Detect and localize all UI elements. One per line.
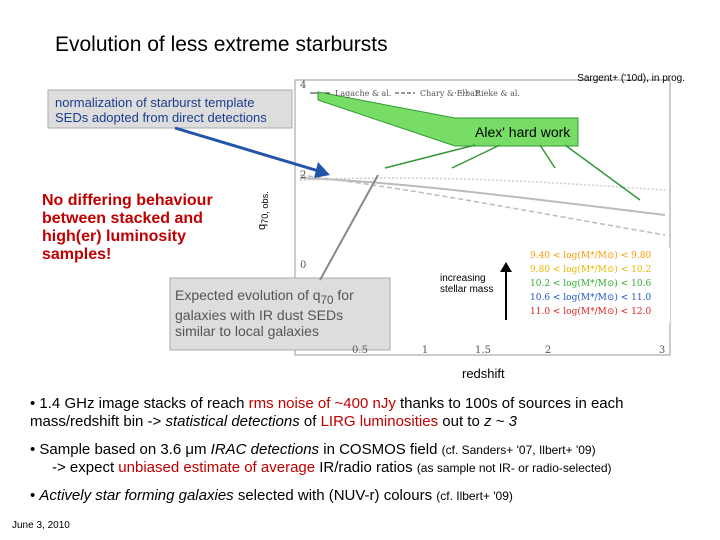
mass-note: increasing stellar mass <box>440 273 494 295</box>
bullet: • Sample based on 3.6 μm IRAC detections… <box>30 441 700 477</box>
text-segment: • 1.4 GHz image stacks of reach <box>30 395 249 412</box>
text-segment: unbiased estimate of average <box>118 459 316 476</box>
credit: Sargent+ ('10d), in prog. <box>577 73 685 84</box>
text-segment: -> expect <box>52 459 119 476</box>
pointer <box>174 126 323 174</box>
mass-legend-box <box>515 248 670 323</box>
text-segment: in COSMOS field <box>319 441 442 458</box>
pointer <box>384 144 476 169</box>
text-segment: (as sample not IR- or radio-selected) <box>416 461 612 475</box>
expected-callout <box>169 277 391 351</box>
text-segment: IRAC detections <box>210 441 320 458</box>
text-segment: of <box>299 413 321 430</box>
text-segment: (cf. Sanders+ '07, Ilbert+ '09) <box>441 443 596 457</box>
x-tick-label: 3 <box>659 345 665 356</box>
mass-bin-label: 10.2 < log(M*/M⊙) < 10.6 <box>530 278 651 289</box>
bullet-line: • 1.4 GHz image stacks of reach rms nois… <box>30 395 700 431</box>
legend-label: Chary & Elbaz <box>420 89 479 98</box>
text-segment: rms noise of ~400 nJy <box>248 395 396 412</box>
text-segment: Expected evolution of q <box>175 287 321 303</box>
pointer <box>564 144 641 201</box>
normalization-text: normalization of starburst template SEDs… <box>55 95 267 125</box>
alex-text: Alex' hard work <box>475 124 571 140</box>
y-axis-label: q70, obs. <box>256 191 270 230</box>
text-segment: 70 <box>320 293 334 307</box>
x-tick-label: 1.5 <box>475 345 491 356</box>
date: June 3, 2010 <box>12 520 70 531</box>
text-segment: • <box>30 487 40 504</box>
no-differing-text: No differing behaviour between stacked a… <box>42 192 213 263</box>
text-segment: LIRG luminosities <box>320 413 439 430</box>
y-tick-label: 0 <box>300 260 306 271</box>
text-segment: z ~ 3 <box>483 413 517 430</box>
pointer <box>319 174 379 281</box>
pointer <box>451 144 501 169</box>
model-curve <box>299 174 666 236</box>
mass-arrow-head <box>500 262 512 272</box>
pointer <box>539 144 556 169</box>
text-segment: Actively star forming galaxies <box>39 487 234 504</box>
text-segment: out to <box>438 413 484 430</box>
x-tick-label: 1 <box>422 345 428 356</box>
bullet-line: • Sample based on 3.6 μm IRAC detections… <box>30 441 700 459</box>
bullet: • Actively star forming galaxies selecte… <box>30 487 700 505</box>
bullet: • 1.4 GHz image stacks of reach rms nois… <box>30 395 700 431</box>
legend-label: Rieke & al. <box>475 89 520 98</box>
legend-label: Lagache & al. <box>335 89 391 98</box>
model-curve <box>299 177 666 191</box>
x-axis-label: redshift <box>462 366 505 381</box>
mass-bin-label: 9.40 < log(M*/M⊙) < 9.80 <box>530 250 651 261</box>
mass-bin-label: 11.0 < log(M*/M⊙) < 12.0 <box>530 306 651 317</box>
text-segment: selected with (NUV-r) colours <box>233 487 437 504</box>
text-segment: (cf. Ilbert+ '09) <box>436 489 513 503</box>
x-tick-label: 0.5 <box>352 345 368 356</box>
pointer-head <box>314 162 330 178</box>
normalization-callout <box>47 89 293 129</box>
text-segment: IR/radio ratios <box>315 459 417 476</box>
mass-bin-label: 9.80 < log(M*/M⊙) < 10.2 <box>530 264 651 275</box>
title: Evolution of less extreme starbursts <box>55 33 388 56</box>
alex-callout <box>317 91 579 147</box>
text-segment: • Sample based on 3.6 μm <box>30 441 211 458</box>
bullet-line: • Actively star forming galaxies selecte… <box>30 487 700 505</box>
text-segment: q <box>256 223 268 230</box>
x-tick-label: 2 <box>545 345 551 356</box>
text-segment: statistical detections <box>165 413 300 430</box>
y-tick-label: 4 <box>300 80 306 91</box>
text-segment: 70, obs. <box>260 191 271 224</box>
mass-bin-label: 10.6 < log(M*/M⊙) < 11.0 <box>530 292 651 303</box>
expected-text: Expected evolution of q70 for galaxies w… <box>175 287 385 339</box>
bullets: • 1.4 GHz image stacks of reach rms nois… <box>30 395 700 515</box>
text-segment: thanks to 100s of sources in each mass/r… <box>30 395 624 430</box>
bullet-line: -> expect unbiased estimate of average I… <box>30 459 700 477</box>
y-tick-label: 2 <box>300 170 306 181</box>
text-segment: for galaxies with IR dust SEDs similar t… <box>175 287 354 339</box>
